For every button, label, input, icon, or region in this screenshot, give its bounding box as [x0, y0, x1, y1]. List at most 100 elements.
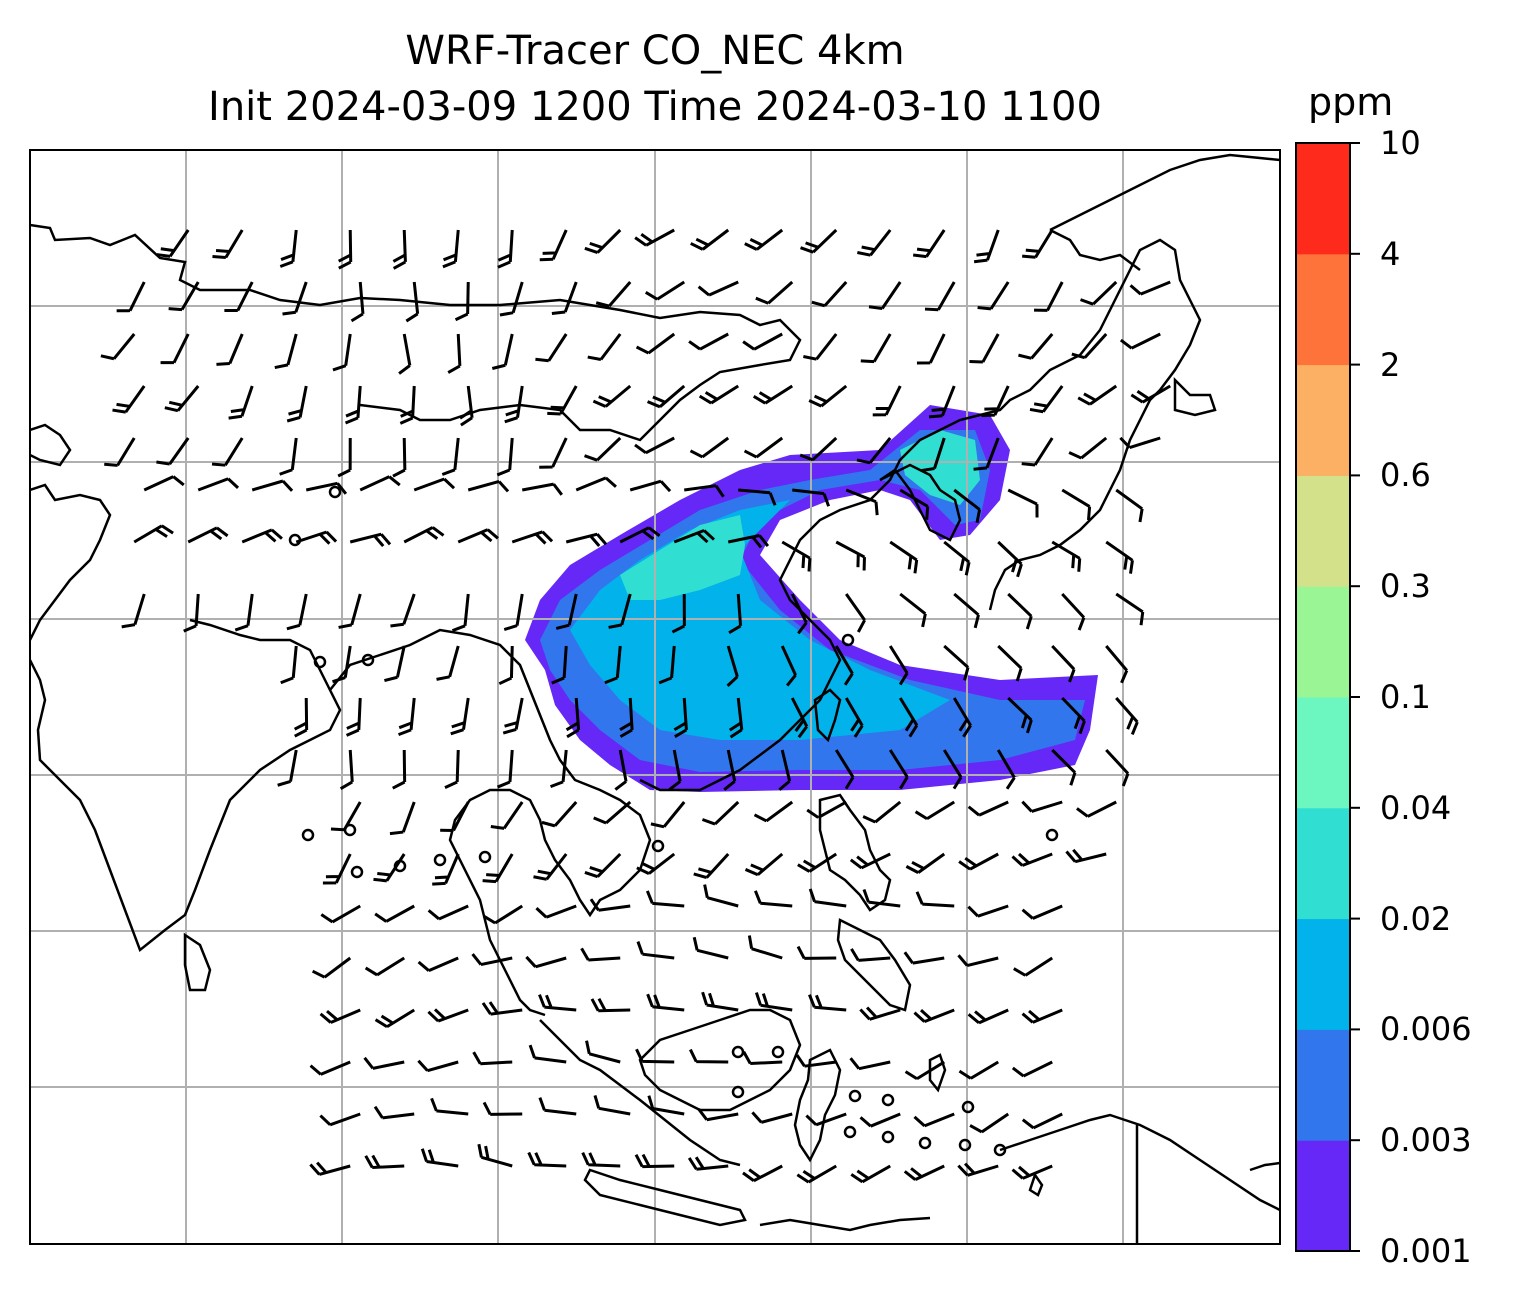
wind-barb: [634, 1153, 675, 1169]
calm-circle: [731, 1085, 745, 1099]
figure-title: WRF-Tracer CO_NEC 4km: [405, 28, 905, 74]
wind-barb: [689, 1048, 729, 1064]
wind-barb: [850, 1164, 891, 1184]
wind-barb: [780, 645, 797, 687]
wind-barb: [701, 991, 739, 1012]
wind-barb: [364, 1154, 405, 1170]
wind-barb: [533, 853, 568, 881]
wind-barb: [888, 749, 909, 790]
wind-barb: [957, 1162, 999, 1177]
wind-barb: [427, 1008, 469, 1023]
wind-barb: [684, 484, 725, 498]
wind-barb: [168, 281, 200, 312]
wind-barb: [187, 526, 229, 544]
calm-circle: [1045, 828, 1059, 842]
wind-barb: [160, 333, 190, 365]
wind-barb: [322, 853, 352, 885]
wind-barb: [279, 229, 298, 268]
wind-barb: [996, 749, 1016, 790]
wind-barb: [1021, 1008, 1063, 1024]
wind-barb: [808, 384, 848, 408]
wind-barb: [859, 1112, 901, 1128]
wind-barb: [743, 436, 784, 459]
wind-barb: [442, 229, 460, 269]
wind-barb: [1119, 332, 1161, 350]
wind-barb: [753, 890, 793, 908]
colorbar-tick-label: 0.6: [1380, 456, 1431, 495]
wind-barb: [286, 593, 308, 631]
wind-barb: [350, 281, 365, 323]
wind-barb: [164, 385, 200, 413]
calm-circle: [958, 1138, 972, 1152]
wind-barb: [274, 333, 298, 370]
colorbar-segment: [1296, 807, 1350, 920]
wind-barb: [723, 749, 737, 791]
wind-barb: [373, 853, 406, 883]
wind-barb: [592, 384, 632, 408]
wind-barb: [1065, 848, 1107, 864]
wind-barb: [857, 229, 892, 257]
wind-barb: [374, 1008, 416, 1029]
colorbar-tick-label: 0.006: [1380, 1010, 1472, 1049]
wind-barb: [525, 955, 567, 969]
wind-barb: [969, 333, 1000, 364]
calm-circle: [343, 823, 357, 837]
calm-circle: [478, 850, 492, 864]
calm-circle: [393, 859, 407, 873]
wind-barb: [339, 749, 354, 790]
wind-barb: [535, 333, 568, 363]
wind-barb: [587, 333, 622, 361]
wind-barb: [629, 479, 672, 493]
calm-wind-circles: [288, 485, 1059, 1157]
wind-barb: [668, 749, 682, 791]
wind-barb: [499, 281, 524, 317]
wind-barb: [349, 532, 392, 548]
wind-barb: [555, 593, 578, 630]
wind-barb: [888, 645, 909, 686]
wind-barb: [197, 477, 240, 492]
colorbar-tick-label: 0.02: [1380, 899, 1452, 938]
wind-barb: [687, 1156, 729, 1171]
wind-barb: [849, 1057, 891, 1071]
wind-barb: [319, 1112, 361, 1127]
wind-barb: [420, 1148, 459, 1168]
calm-circle: [361, 653, 375, 667]
wind-barb: [497, 749, 514, 789]
wind-barb: [697, 1108, 739, 1122]
wind-barb: [212, 229, 244, 259]
wind-barb: [924, 281, 956, 312]
wind-barb: [440, 801, 470, 832]
wind-barb: [1119, 436, 1161, 449]
wind-barb: [835, 540, 866, 571]
wind-barb: [790, 697, 809, 739]
map-frame: [29, 149, 1281, 1245]
wind-barb: [1011, 1164, 1053, 1180]
calm-circle: [993, 1143, 1007, 1157]
wind-barb: [943, 644, 970, 681]
wind-barb: [636, 941, 675, 960]
calm-circle: [771, 1045, 785, 1059]
wind-barb: [216, 333, 244, 366]
wind-barb: [811, 280, 848, 308]
wind-barb: [845, 488, 879, 516]
wind-barb: [671, 593, 686, 634]
wind-barb: [471, 953, 513, 967]
wind-barb: [849, 852, 891, 870]
wind-barb: [738, 488, 777, 506]
wind-barb: [636, 852, 676, 875]
wind-barb: [1079, 280, 1118, 306]
wind-barb: [796, 945, 837, 960]
wind-barb: [332, 333, 352, 372]
wind-barb: [436, 645, 460, 681]
wind-barb: [742, 332, 783, 351]
wind-barb: [224, 281, 254, 313]
wind-barb: [728, 593, 743, 635]
wind-barb: [539, 437, 568, 469]
calm-circle: [881, 1130, 895, 1144]
wind-barb: [752, 384, 794, 405]
wind-barb: [1021, 437, 1054, 467]
wind-barb: [608, 593, 632, 629]
wind-barb: [459, 385, 474, 427]
wind-barb: [614, 749, 628, 791]
wind-barb: [845, 593, 866, 633]
